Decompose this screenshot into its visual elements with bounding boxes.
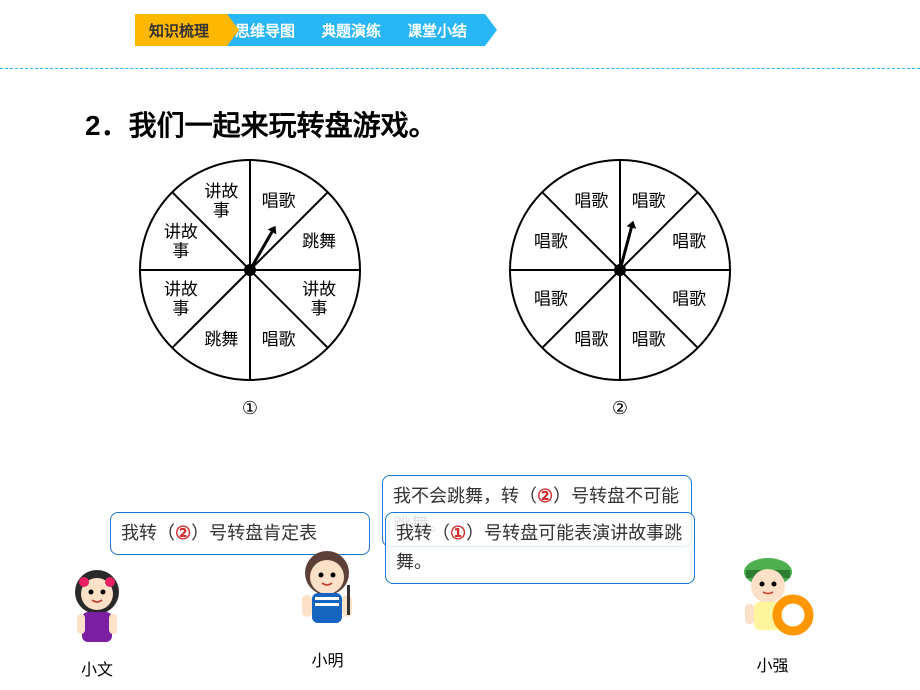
characters-area: 我不会跳舞，转（②）号转盘不可能跳舞。 我转（②）号转盘肯定表 我转（①）号转盘… xyxy=(0,0,920,690)
nav-bar: 知识梳理 思维导图 典题演练 课堂小结 xyxy=(135,14,479,46)
character-xiaowen: 小文 xyxy=(62,564,132,680)
character-name: 小强 xyxy=(730,652,815,676)
answer-mark: ① xyxy=(450,523,466,543)
bubble-text-pre: 我转（ xyxy=(396,523,450,543)
character-name: 小明 xyxy=(290,647,365,671)
avatar-xiaoming xyxy=(290,545,365,640)
bubble-text-post: ）号转盘肯定表 xyxy=(191,523,317,543)
character-name: 小文 xyxy=(62,656,132,680)
answer-mark: ② xyxy=(175,523,191,543)
bubble-text-pre: 我不会跳舞，转（ xyxy=(393,486,537,506)
nav-tab-knowledge[interactable]: 知识梳理 xyxy=(135,14,227,46)
avatar-xiaowen xyxy=(62,564,132,649)
answer-mark: ② xyxy=(537,486,553,506)
bubble-text-pre: 我转（ xyxy=(121,523,175,543)
character-xiaoming: 小明 xyxy=(290,545,365,671)
character-xiaoqiang: 小强 xyxy=(730,550,815,676)
avatar-xiaoqiang xyxy=(730,550,815,645)
speech-bubble-xiaoming: 我转（①）号转盘可能表演讲故事跳舞。 xyxy=(385,512,695,584)
